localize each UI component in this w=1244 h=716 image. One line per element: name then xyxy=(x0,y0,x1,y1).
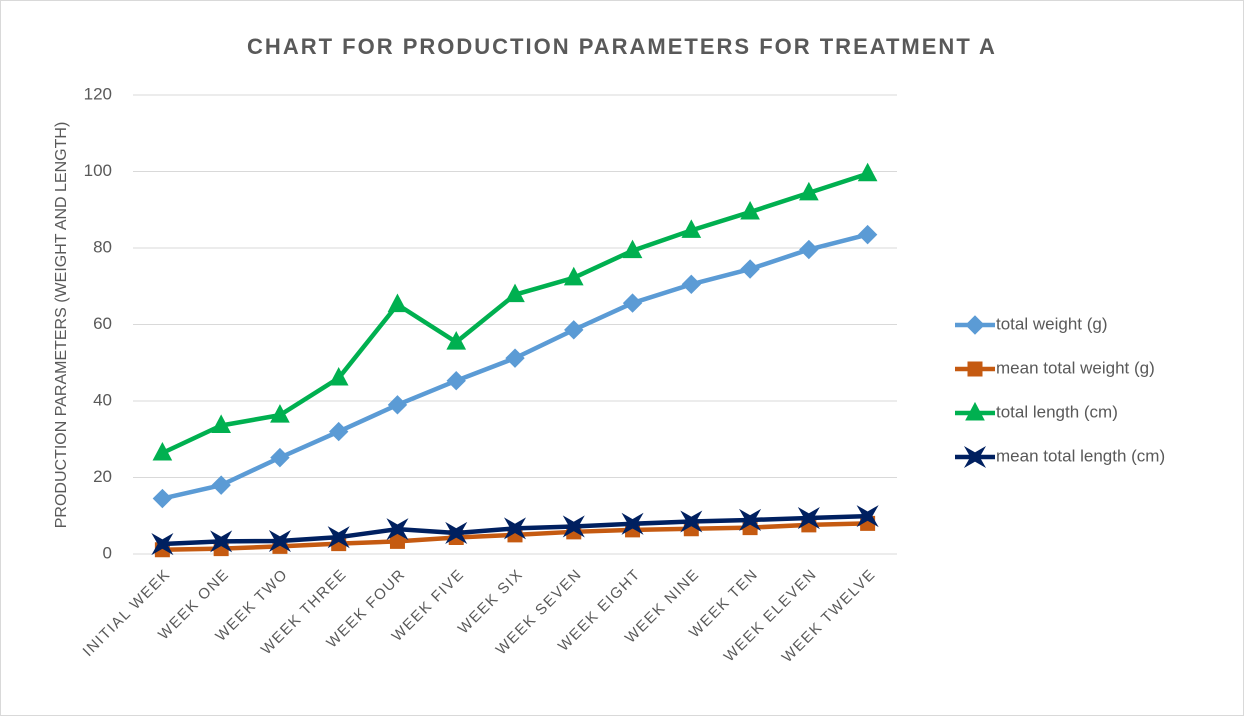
legend-label: mean total length (cm) xyxy=(996,446,1165,465)
data-point xyxy=(270,404,290,423)
legend-marker xyxy=(967,361,983,377)
y-axis-label: PRODUCTION PARAMETERS (WEIGHT AND LENGTH… xyxy=(53,122,70,529)
data-point xyxy=(621,512,644,535)
data-point xyxy=(622,293,643,313)
data-point xyxy=(505,348,525,368)
data-point xyxy=(327,526,350,549)
data-point xyxy=(799,239,819,260)
data-point xyxy=(446,331,467,350)
data-point xyxy=(387,293,408,313)
data-point xyxy=(503,517,527,540)
data-point xyxy=(505,283,525,303)
data-point xyxy=(268,529,291,553)
data-point xyxy=(211,414,231,433)
y-tick-label: 60 xyxy=(93,314,112,333)
data-point xyxy=(328,421,349,442)
data-point xyxy=(797,507,820,530)
legend-marker xyxy=(963,445,987,469)
data-point xyxy=(740,200,760,220)
data-point xyxy=(563,266,584,286)
legend-label: total length (cm) xyxy=(996,402,1118,421)
y-tick-label: 80 xyxy=(93,237,112,256)
data-point xyxy=(270,447,290,468)
data-point xyxy=(622,239,643,259)
y-tick-label: 20 xyxy=(93,467,112,486)
data-point xyxy=(681,219,702,238)
y-tick-label: 120 xyxy=(84,84,112,103)
data-point xyxy=(856,505,879,528)
data-point xyxy=(562,515,585,538)
data-point xyxy=(857,224,878,245)
data-point xyxy=(564,320,584,340)
legend-label: total weight (g) xyxy=(996,314,1108,333)
legend-label: mean total weight (g) xyxy=(996,358,1155,377)
legend-marker xyxy=(965,315,985,335)
y-tick-label: 100 xyxy=(84,161,112,180)
data-point xyxy=(210,530,233,553)
data-point xyxy=(211,475,231,495)
data-point xyxy=(152,441,173,461)
data-point xyxy=(857,162,878,182)
data-point xyxy=(386,518,409,541)
data-point xyxy=(739,508,762,531)
data-point xyxy=(152,488,173,509)
data-point xyxy=(799,181,819,201)
data-point xyxy=(151,533,174,556)
legend-marker xyxy=(965,401,985,421)
data-point xyxy=(445,521,468,544)
data-point xyxy=(740,259,760,279)
data-point xyxy=(446,371,466,391)
data-point xyxy=(387,395,408,415)
y-tick-label: 40 xyxy=(93,390,112,409)
data-point xyxy=(680,510,703,533)
y-tick-label: 0 xyxy=(103,543,112,562)
data-point xyxy=(681,274,702,295)
chart-title: CHART FOR PRODUCTION PARAMETERS FOR TREA… xyxy=(247,34,997,59)
data-point xyxy=(328,366,349,386)
